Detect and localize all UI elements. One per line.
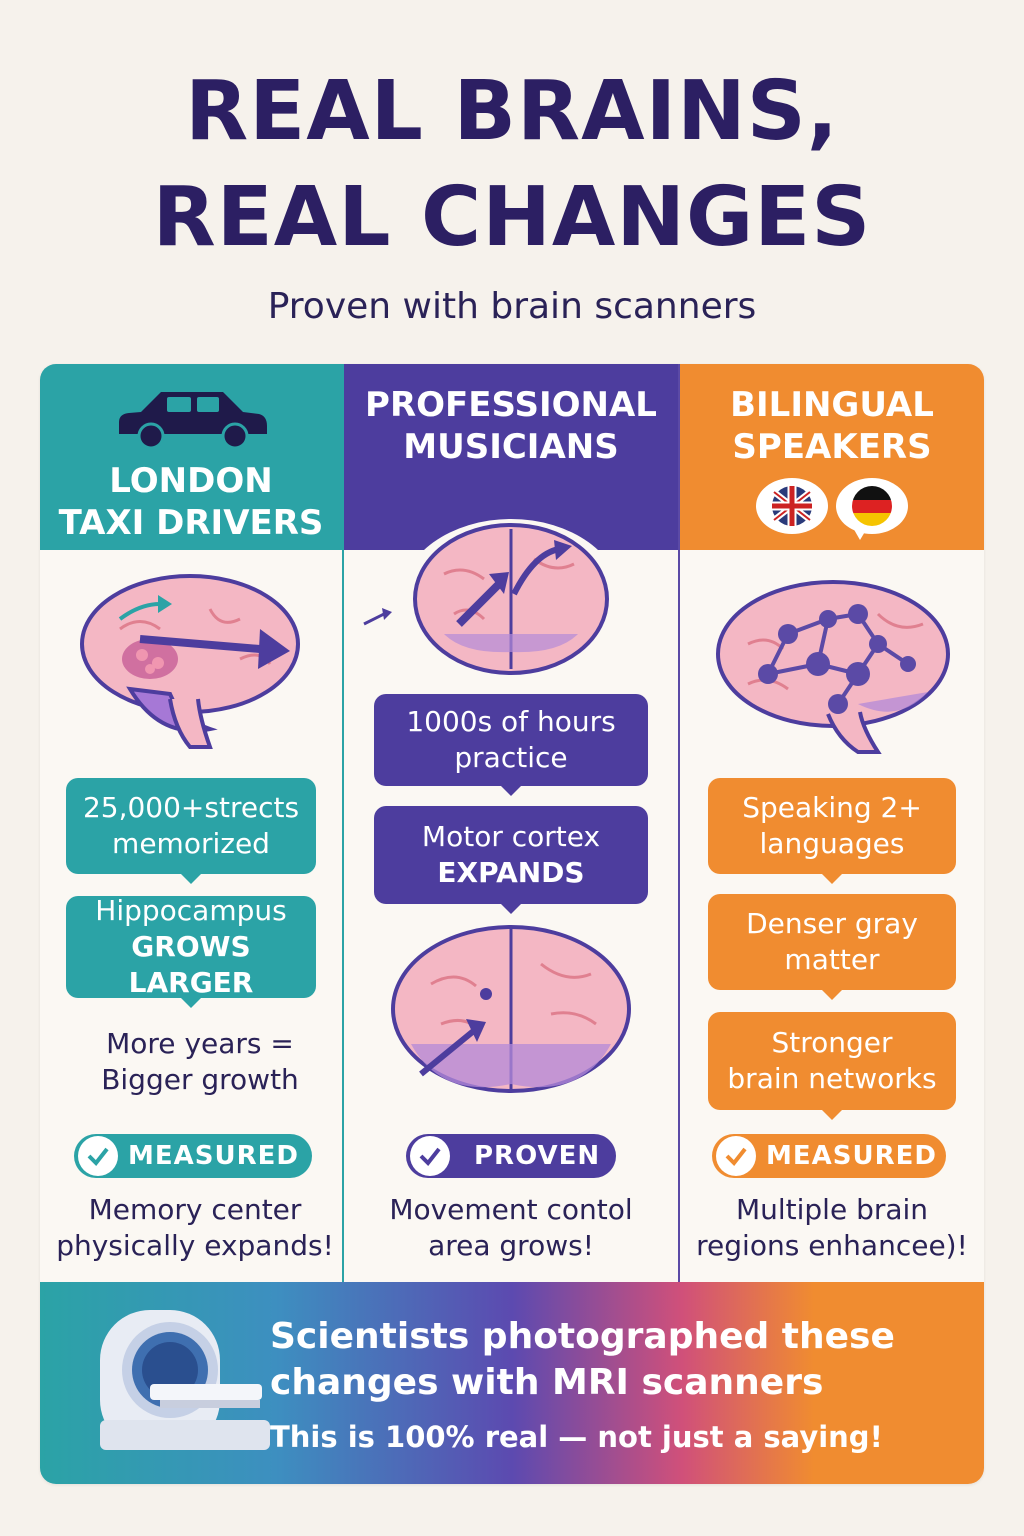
banner-line2: changes with MRI scanners <box>270 1362 824 1403</box>
stat-box-languages: Speaking 2+ languages <box>708 778 956 884</box>
result-box-gray-matter: Denser gray matter <box>708 894 956 1000</box>
column-musicians: PROFESSIONAL MUSICIANS 1000s of hours pr… <box>344 364 680 1282</box>
box-line1: 25,000+strects <box>82 791 300 824</box>
page-subtitle: Proven with brain scanners <box>267 286 757 327</box>
heading-line1: PROFESSIONAL <box>365 385 657 425</box>
heading-line2: TAXI DRIVERS <box>58 503 324 543</box>
box-line2: languages <box>759 827 905 860</box>
mri-banner: Scientists photographed these changes wi… <box>40 1282 984 1484</box>
box-line2: brain networks <box>727 1062 937 1095</box>
brain-motor-cortex-icon <box>391 925 631 1093</box>
result-box-motor-cortex: Motor cortex EXPANDS <box>374 806 648 914</box>
caption-memory: Memory center physically expands! <box>50 1192 340 1264</box>
caption-line2: regions enhancee)! <box>696 1229 968 1262</box>
box-line1: Denser gray <box>746 907 918 940</box>
brain-arrows-icon <box>363 519 621 679</box>
caption-line1: Memory center <box>88 1193 302 1226</box>
box-line1: Stronger <box>771 1026 893 1059</box>
badge-label: MEASURED <box>766 1141 937 1171</box>
check-icon <box>410 1136 450 1176</box>
measured-badge: MEASURED <box>74 1134 312 1178</box>
box-line1: Speaking 2+ <box>742 791 922 824</box>
box-line1: Hippocampus <box>95 894 287 927</box>
column-taxi-drivers: LONDON TAXI DRIVERS 25,000+strects memor… <box>40 364 344 1282</box>
caption-line2: physically expands! <box>56 1229 334 1262</box>
box-line1: 1000s of hours <box>406 705 616 738</box>
comparison-card: LONDON TAXI DRIVERS 25,000+strects memor… <box>40 364 984 1484</box>
stat-box-streets: 25,000+strects memorized <box>66 778 316 884</box>
column-bilingual: BILINGUAL SPEAKERS <box>680 364 984 1282</box>
result-box-networks: Stronger brain networks <box>708 1012 956 1120</box>
caption-regions: Multiple brain regions enhancee)! <box>684 1192 980 1264</box>
check-icon <box>78 1136 118 1176</box>
box-line2: EXPANDS <box>437 856 585 889</box>
heading-line2: MUSICIANS <box>403 427 619 467</box>
proven-badge: PROVEN <box>406 1134 616 1178</box>
brain-hippocampus-icon <box>80 574 300 749</box>
check-icon <box>716 1136 756 1176</box>
box-line2: practice <box>454 741 568 774</box>
heading-line2: SPEAKERS <box>732 427 932 467</box>
flags-icon <box>756 478 908 540</box>
banner-line1: Scientists photographed these <box>270 1316 895 1357</box>
badge-label: MEASURED <box>128 1141 299 1171</box>
heading-line1: BILINGUAL <box>730 385 934 425</box>
heading-line1: LONDON <box>109 461 273 501</box>
column-header: LONDON TAXI DRIVERS <box>40 364 342 550</box>
column-header: BILINGUAL SPEAKERS <box>680 364 984 550</box>
stat-box-practice: 1000s of hours practice <box>374 694 648 796</box>
note-years: More years = Bigger growth <box>50 1026 350 1098</box>
measured-badge: MEASURED <box>712 1134 946 1178</box>
box-line2: memorized <box>112 827 270 860</box>
caption-line1: Multiple brain <box>735 1193 929 1226</box>
box-line1: Motor cortex <box>421 820 601 853</box>
taxi-icon <box>119 392 267 450</box>
note-line1: More years = <box>106 1027 294 1060</box>
badge-label: PROVEN <box>474 1141 601 1171</box>
brain-network-icon <box>716 580 950 754</box>
caption-line1: Movement contol <box>389 1193 633 1226</box>
mri-scanner-icon <box>100 1310 270 1450</box>
page-title-line1: REAL BRAINS, <box>185 64 839 159</box>
caption-movement: Movement contol area grows! <box>354 1192 668 1264</box>
banner-line3: This is 100% real — not just a saying! <box>270 1420 883 1454</box>
box-line2: matter <box>784 943 880 976</box>
box-line2: GROWS LARGER <box>128 930 254 999</box>
caption-line2: area grows! <box>428 1229 594 1262</box>
note-line2: Bigger growth <box>101 1063 299 1096</box>
page-title-line2: REAL CHANGES <box>152 170 872 265</box>
result-box-hippocampus: Hippocampus GROWS LARGER <box>66 894 316 1008</box>
